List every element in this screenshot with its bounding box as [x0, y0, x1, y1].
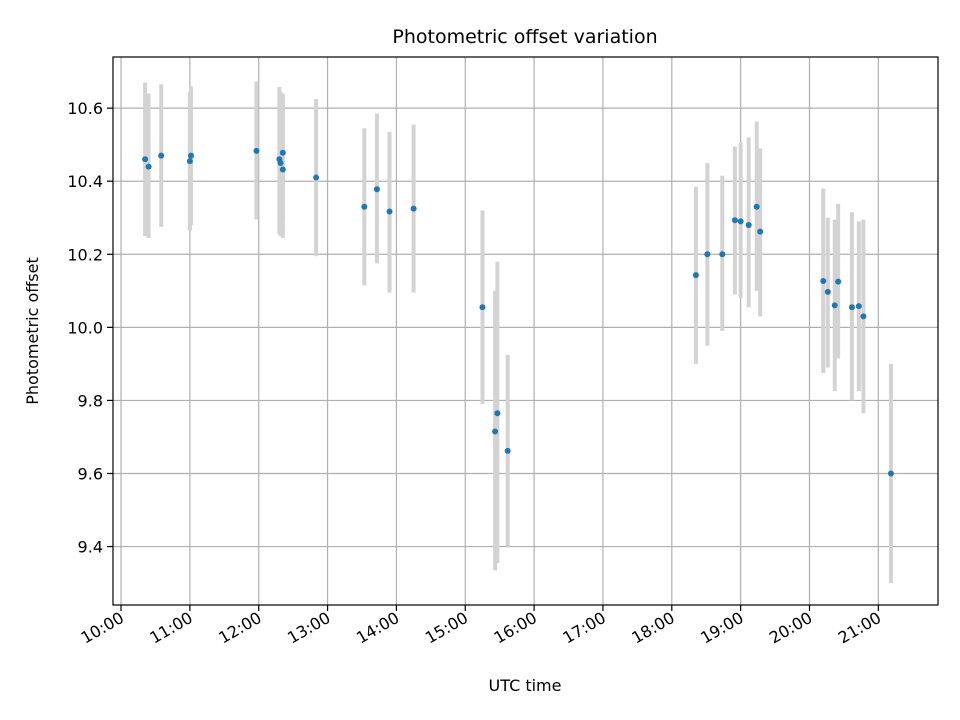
y-tick-label: 9.6	[78, 464, 103, 483]
grid	[113, 57, 938, 605]
data-point	[186, 158, 193, 165]
y-axis-title: Photometric offset	[23, 257, 42, 405]
data-point	[824, 288, 831, 295]
data-point	[757, 228, 764, 235]
data-point	[820, 277, 827, 284]
data-point	[386, 208, 393, 215]
data-point	[737, 218, 744, 225]
y-tick-label: 10.4	[67, 172, 103, 191]
plot-frame	[112, 56, 939, 606]
data-point	[277, 159, 284, 166]
y-tick-label: 9.4	[78, 538, 103, 557]
y-tick-label: 10.0	[67, 318, 103, 337]
data-point	[731, 217, 738, 224]
data-point	[253, 147, 260, 154]
data-point	[831, 302, 838, 309]
y-tick-label: 10.6	[67, 99, 103, 118]
data-point	[313, 174, 320, 181]
data-point	[492, 428, 499, 435]
data-point	[745, 222, 752, 229]
y-tick-label: 9.8	[78, 391, 103, 410]
data-point	[835, 278, 842, 285]
data-point	[753, 203, 760, 210]
chart-title: Photometric offset variation	[392, 26, 657, 48]
data-point	[692, 272, 699, 279]
data-point	[142, 156, 149, 163]
data-point	[279, 149, 286, 156]
data-point	[848, 304, 855, 311]
data-point	[373, 186, 380, 193]
data-point	[504, 447, 511, 454]
data-point	[860, 313, 867, 320]
y-axis: 9.4 9.6 9.8 10.0 10.2 10.4 10.6	[67, 99, 113, 557]
data-point	[145, 163, 152, 170]
data-point	[855, 303, 862, 310]
data-point	[887, 470, 894, 477]
data-point	[704, 251, 711, 258]
data-point	[279, 166, 286, 173]
y-tick-label: 10.2	[67, 245, 103, 264]
data-point	[188, 152, 195, 159]
data-point	[361, 203, 368, 210]
data-point	[158, 152, 165, 159]
data-point	[494, 410, 501, 417]
data-points	[142, 147, 894, 477]
data-point	[719, 251, 726, 258]
x-axis-title: UTC time	[489, 676, 562, 695]
data-point	[410, 205, 417, 212]
data-point	[479, 304, 486, 311]
